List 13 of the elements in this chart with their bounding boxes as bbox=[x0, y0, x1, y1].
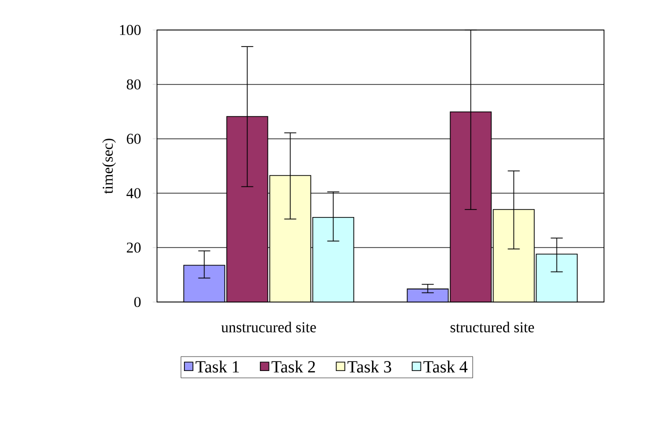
y-tick-label: 0 bbox=[134, 296, 141, 308]
y-axis-title: time(sec) bbox=[102, 138, 116, 194]
legend-label: Task 4 bbox=[423, 360, 468, 373]
y-tick-label: 100 bbox=[120, 24, 141, 36]
y-tick-label: 20 bbox=[126, 242, 141, 253]
x-tick-label: unstrucured site bbox=[221, 322, 316, 332]
y-tick-label: 80 bbox=[126, 79, 141, 90]
y-tick-label: 60 bbox=[126, 134, 141, 144]
legend-label: Task 2 bbox=[272, 360, 315, 373]
legend-label: Task 3 bbox=[348, 360, 392, 373]
x-tick-label: structured site bbox=[450, 322, 534, 332]
y-tick-label: 40 bbox=[126, 188, 141, 198]
legend-label: Task 1 bbox=[196, 360, 239, 373]
